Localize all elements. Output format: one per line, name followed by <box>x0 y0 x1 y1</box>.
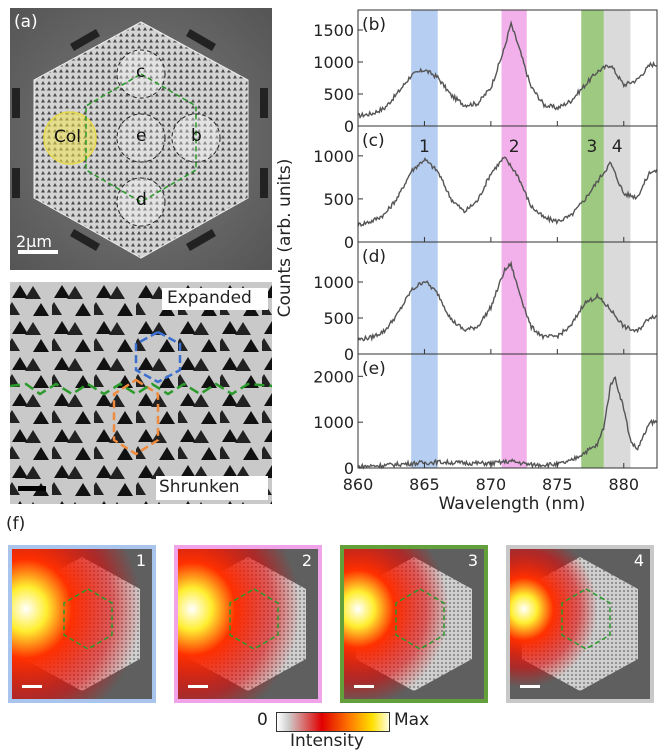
region-label-c: c <box>136 62 146 82</box>
y-tick-label: 1000 <box>313 413 354 432</box>
spectra-ylabel: Counts (arb. units) <box>275 158 295 318</box>
sem-lattice-zoom-image <box>10 282 272 504</box>
spectrum-trace-e <box>357 376 658 470</box>
panel-f-label: (f) <box>6 514 26 534</box>
x-tick-label: 880 <box>609 475 640 494</box>
spectrum-trace-c <box>357 156 658 228</box>
x-tick-label: 875 <box>542 475 573 494</box>
region-label-col: Col <box>54 127 81 147</box>
y-tick-label: 0 <box>344 345 354 364</box>
band-label-2: 2 <box>509 137 520 157</box>
scale-bar-label: 2µm <box>16 232 52 251</box>
map-image <box>12 549 152 699</box>
y-tick-label: 2000 <box>313 367 354 386</box>
y-tick-label: 0 <box>344 459 354 478</box>
y-tick-label: 1500 <box>313 21 354 40</box>
y-tick-label: 1000 <box>313 147 354 166</box>
y-tick-label: 1000 <box>313 53 354 72</box>
intensity-maps-row: 1 2 3 4 <box>8 545 658 705</box>
band-4 <box>603 10 631 468</box>
spectrum-panel-label-c: (c) <box>362 131 385 151</box>
intensity-map-3: 3 <box>340 545 488 703</box>
spectrum-panel-label-d: (d) <box>362 247 386 267</box>
map-image <box>344 549 484 699</box>
spectrum-panel-label-e: (e) <box>362 359 386 379</box>
band-3 <box>581 10 604 468</box>
band-label-4: 4 <box>612 137 623 157</box>
y-tick-label: 500 <box>323 309 354 328</box>
map-number-label: 2 <box>301 551 312 570</box>
sem-overview-image <box>10 8 272 270</box>
spectrum-trace-d <box>357 260 657 342</box>
spectrum-panel-label-b: (b) <box>362 15 386 35</box>
spectrum-frame-e <box>357 353 658 469</box>
y-tick-label: 500 <box>323 85 354 104</box>
x-tick-label: 865 <box>409 475 440 494</box>
region-label-e: e <box>136 126 147 146</box>
y-tick-label: 0 <box>344 233 354 252</box>
map-number-label: 4 <box>633 551 644 570</box>
colorbar-max-label: Max <box>394 710 430 730</box>
map-number-label: 3 <box>467 551 478 570</box>
y-tick-label: 500 <box>323 190 354 209</box>
panel-a-label: (a) <box>14 12 38 32</box>
colorbar-intensity-label: Intensity <box>290 731 364 751</box>
colorbar <box>276 712 390 732</box>
x-tick-label: 870 <box>476 475 507 494</box>
y-tick-label: 1000 <box>313 273 354 292</box>
expanded-label: Expanded <box>167 288 252 308</box>
colorbar-min-label: 0 <box>257 710 268 730</box>
spectra-chart: 1 2 3 4 (b) 0 500 1000 1500 (c) 0 500 1000 (d) 0 500 100… <box>313 9 658 494</box>
intensity-map-2: 2 <box>174 545 322 703</box>
x-tick-label: 860 <box>343 475 374 494</box>
band-label-3: 3 <box>586 137 597 157</box>
shrunken-label: Shrunken <box>159 477 240 497</box>
region-label-b: b <box>191 126 202 146</box>
intensity-map-4: 4 <box>506 545 654 703</box>
spectra-xlabel: Wavelength (nm) <box>438 494 586 514</box>
map-image <box>178 549 318 699</box>
region-label-d: d <box>136 190 147 210</box>
map-number-label: 1 <box>135 551 146 570</box>
band-2 <box>501 10 527 468</box>
band-label-1: 1 <box>419 137 430 157</box>
y-tick-label: 0 <box>344 117 354 136</box>
map-image <box>510 549 650 699</box>
intensity-map-1: 1 <box>8 545 156 703</box>
spectrum-trace-b <box>357 20 657 120</box>
